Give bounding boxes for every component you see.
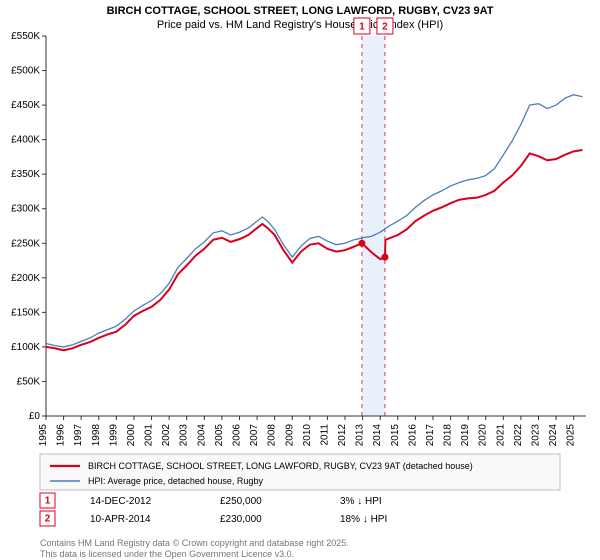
tx-price: £250,000 [220,496,262,507]
x-tick-label: 2007 [249,424,260,447]
marker-flag-number: 1 [359,22,365,33]
x-tick-label: 2004 [196,424,207,447]
series-hpi [46,95,582,347]
x-tick-label: 2014 [372,424,383,447]
x-tick-label: 2017 [425,424,436,447]
x-tick-label: 1995 [38,424,49,447]
tx-date: 14-DEC-2012 [90,496,152,507]
x-tick-label: 2021 [495,424,506,447]
x-tick-label: 2015 [390,424,401,447]
x-tick-label: 2002 [161,424,172,447]
x-tick-label: 2011 [319,424,330,446]
x-tick-label: 2013 [355,424,366,447]
y-tick-label: £100K [11,342,40,353]
y-tick-label: £350K [11,169,40,180]
x-tick-label: 1999 [108,424,119,447]
tx-date: 10-APR-2014 [90,514,151,525]
x-tick-label: 2005 [214,424,225,447]
y-tick-label: £50K [17,376,41,387]
tx-delta: 3% ↓ HPI [340,496,382,507]
x-tick-label: 2019 [460,424,471,447]
y-tick-label: £0 [29,411,41,422]
price-point [358,240,365,247]
x-tick-label: 2025 [566,424,577,447]
y-tick-label: £250K [11,238,40,249]
price-chart: BIRCH COTTAGE, SCHOOL STREET, LONG LAWFO… [0,0,600,560]
x-tick-label: 2024 [548,424,559,447]
x-tick-label: 2018 [443,424,454,447]
x-tick-label: 2006 [231,424,242,447]
x-tick-label: 2003 [179,424,190,447]
series-price_paid [46,150,582,350]
attribution-line: This data is licensed under the Open Gov… [40,549,294,559]
y-tick-label: £300K [11,204,40,215]
tx-delta: 18% ↓ HPI [340,514,387,525]
tx-flag-number: 2 [45,514,51,525]
tx-price: £230,000 [220,514,262,525]
chart-subtitle: Price paid vs. HM Land Registry's House … [157,19,443,31]
price-point [381,254,388,261]
x-tick-label: 1996 [56,424,67,447]
y-tick-label: £200K [11,273,40,284]
tx-flag-number: 1 [45,496,51,507]
y-tick-label: £550K [11,31,40,42]
attribution-line: Contains HM Land Registry data © Crown c… [40,538,349,548]
x-tick-label: 1998 [91,424,102,447]
x-tick-label: 2008 [267,424,278,447]
x-tick-label: 2009 [284,424,295,447]
x-tick-label: 1997 [73,424,84,447]
x-tick-label: 2022 [513,424,524,447]
y-tick-label: £150K [11,307,40,318]
legend-label: HPI: Average price, detached house, Rugb… [88,476,263,486]
x-tick-label: 2023 [531,424,542,447]
x-tick-label: 2000 [126,424,137,447]
y-tick-label: £400K [11,135,40,146]
x-tick-label: 2016 [407,424,418,447]
y-tick-label: £500K [11,66,40,77]
x-tick-label: 2012 [337,424,348,447]
legend-label: BIRCH COTTAGE, SCHOOL STREET, LONG LAWFO… [88,461,473,471]
x-tick-label: 2020 [478,424,489,447]
x-tick-label: 2010 [302,424,313,447]
y-tick-label: £450K [11,100,40,111]
chart-title: BIRCH COTTAGE, SCHOOL STREET, LONG LAWFO… [107,5,494,17]
marker-flag-number: 2 [382,22,388,33]
highlight-band [362,36,385,416]
x-tick-label: 2001 [144,424,155,447]
